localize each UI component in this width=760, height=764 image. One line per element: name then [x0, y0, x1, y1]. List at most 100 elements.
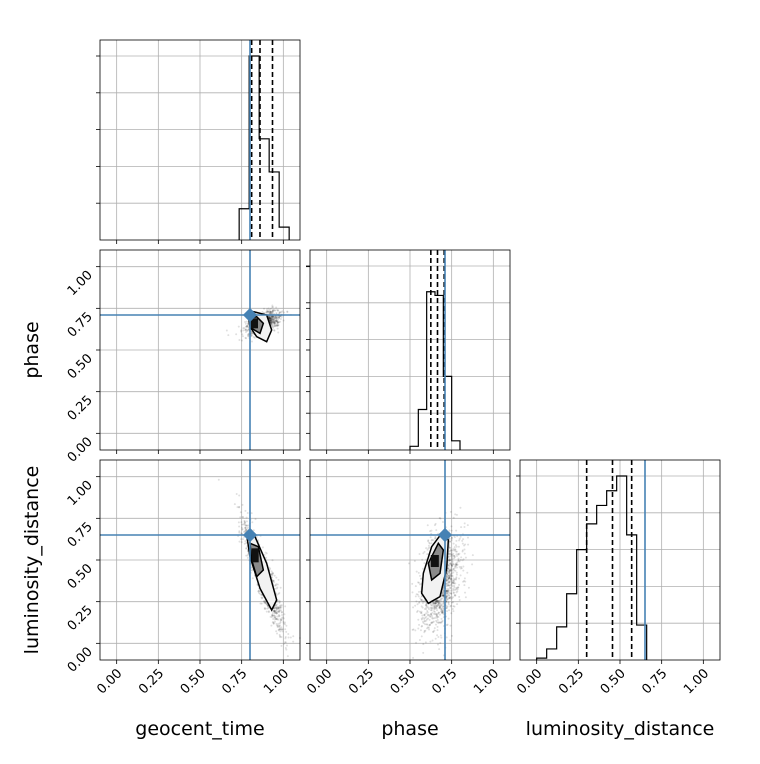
scatter-point: [268, 566, 271, 569]
scatter-point: [415, 593, 418, 596]
scatter-point: [272, 315, 275, 318]
scatter-point: [271, 317, 274, 320]
scatter-point: [442, 601, 445, 604]
scatter-point: [269, 319, 272, 322]
scatter-point: [423, 613, 426, 616]
scatter-point: [452, 563, 455, 566]
scatter-point: [268, 315, 271, 318]
scatter-point: [261, 596, 264, 599]
scatter-point: [273, 614, 276, 617]
scatter-point: [434, 600, 437, 603]
scatter-point: [463, 579, 466, 582]
scatter-point: [245, 529, 248, 532]
scatter-point: [269, 307, 272, 310]
scatter-point: [428, 613, 431, 616]
scatter-point: [437, 601, 440, 604]
scatter-point: [287, 636, 290, 639]
scatter-point: [271, 323, 274, 326]
scatter-point: [445, 606, 448, 609]
scatter-point: [448, 597, 451, 600]
scatter-point: [250, 512, 253, 515]
scatter-point: [436, 603, 439, 606]
scatter-point: [458, 560, 461, 563]
scatter-point: [274, 616, 277, 619]
contour-core: [430, 555, 439, 567]
scatter-point: [447, 592, 450, 595]
scatter-point: [243, 327, 246, 330]
scatter-point: [454, 544, 457, 547]
scatter-point: [275, 608, 278, 611]
scatter-point: [438, 602, 441, 605]
scatter-point: [430, 615, 433, 618]
scatter-point: [434, 522, 437, 525]
scatter-point: [276, 309, 279, 312]
scatter-point: [441, 594, 444, 597]
scatter-point: [271, 321, 274, 324]
histogram-step: [536, 475, 648, 660]
axes-frame: [99, 249, 301, 451]
scatter-point: [273, 317, 276, 320]
scatter-point: [275, 612, 278, 615]
x-tick-label: 0.75: [429, 666, 460, 697]
scatter-point: [252, 335, 255, 338]
scatter-point: [448, 569, 451, 572]
scatter-point: [415, 570, 418, 573]
scatter-point: [270, 310, 273, 313]
scatter-point: [426, 609, 429, 612]
scatter-point: [448, 577, 451, 580]
scatter-point: [421, 616, 424, 619]
scatter-point: [438, 613, 441, 616]
scatter-point: [455, 555, 458, 558]
scatter-point: [420, 605, 423, 608]
scatter-point: [451, 582, 454, 585]
scatter-point: [449, 510, 452, 513]
scatter-point: [458, 552, 461, 555]
scatter-point: [434, 537, 437, 540]
scatter-point: [445, 592, 448, 595]
scatter-point: [271, 612, 274, 615]
scatter-point: [454, 563, 457, 566]
scatter-point: [451, 569, 454, 572]
scatter-point: [265, 311, 268, 314]
scatter-point: [456, 561, 459, 564]
scatter-point: [452, 548, 455, 551]
scatter-point: [424, 629, 427, 632]
scatter-point: [446, 583, 449, 586]
scatter-point: [452, 601, 455, 604]
scatter-point: [430, 612, 433, 615]
scatter-point: [276, 321, 279, 324]
scatter-point: [237, 521, 240, 524]
scatter-point: [466, 536, 469, 539]
scatter-point: [449, 552, 452, 555]
scatter-point: [275, 617, 278, 620]
scatter-point: [447, 617, 450, 620]
scatter-point: [270, 321, 273, 324]
scatter-point: [277, 324, 280, 327]
scatter-point: [272, 609, 275, 612]
scatter-point: [452, 610, 455, 613]
scatter-point: [284, 647, 287, 650]
scatter-point: [450, 569, 453, 572]
scatter-point: [411, 628, 414, 631]
scatter-point: [455, 513, 458, 516]
scatter-point: [420, 625, 423, 628]
scatter-point: [440, 612, 443, 615]
scatter-point: [456, 590, 459, 593]
scatter-point: [438, 648, 441, 651]
scatter-point: [425, 612, 428, 615]
scatter-point: [241, 333, 244, 336]
scatter-point: [271, 316, 274, 319]
scatter-point: [281, 628, 284, 631]
scatter-point: [244, 530, 247, 533]
scatter-point: [452, 516, 455, 519]
scatter-point: [438, 606, 441, 609]
scatter-point: [265, 556, 268, 559]
scatter-point: [423, 619, 426, 622]
scatter-point: [441, 592, 444, 595]
y-tick-label: 0.25: [65, 603, 96, 634]
scatter-point: [265, 311, 268, 314]
scatter-point: [452, 591, 455, 594]
scatter-point: [449, 587, 452, 590]
scatter-point: [442, 594, 445, 597]
scatter-point: [281, 630, 284, 633]
